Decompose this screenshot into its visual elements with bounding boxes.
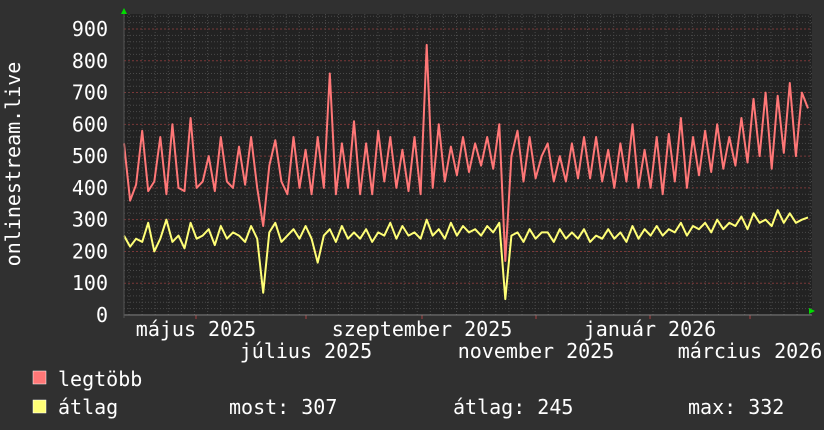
y-tick-label: 900: [72, 17, 108, 41]
x-tick-label: szeptember 2025: [332, 317, 513, 341]
x-tick-label: május 2025: [136, 317, 256, 341]
legend-label-max: legtöbb: [58, 367, 142, 391]
y-axis-label: onlinestream.live: [1, 62, 25, 267]
y-tick-label: 500: [72, 144, 108, 168]
y-tick-label: 0: [96, 303, 108, 327]
x-tick-label: március 2026: [678, 339, 823, 363]
legend-swatch-avg: [32, 399, 47, 414]
x-tick-label: január 2026: [584, 317, 716, 341]
series-lines: [123, 43, 809, 301]
legend-label-avg: átlag: [58, 395, 118, 419]
x-tick-label: július 2025: [240, 339, 372, 363]
series-line-avg: [123, 209, 809, 301]
legend-stat-current: most: 307: [229, 395, 337, 419]
y-tick-label: 100: [72, 271, 108, 295]
y-axis-arrow-icon: [121, 8, 127, 14]
series-line-max: [123, 43, 809, 262]
y-tick-label: 200: [72, 239, 108, 263]
y-tick-label: 800: [72, 49, 108, 73]
y-tick-label: 700: [72, 81, 108, 105]
legend-stat-maximum: max: 332: [688, 395, 784, 419]
x-axis-arrow-icon: [809, 308, 815, 314]
x-tick-label: november 2025: [458, 339, 615, 363]
legend: legtöbb átlag most: 307 átlag: 245 max: …: [32, 367, 784, 419]
y-axis-ticks: 0 100 200 300 400 500 600 700 800 900: [72, 17, 108, 327]
y-tick-label: 600: [72, 112, 108, 136]
y-tick-label: 300: [72, 208, 108, 232]
y-tick-label: 400: [72, 176, 108, 200]
legend-stat-average: átlag: 245: [453, 395, 573, 419]
legend-swatch-max: [32, 370, 47, 385]
